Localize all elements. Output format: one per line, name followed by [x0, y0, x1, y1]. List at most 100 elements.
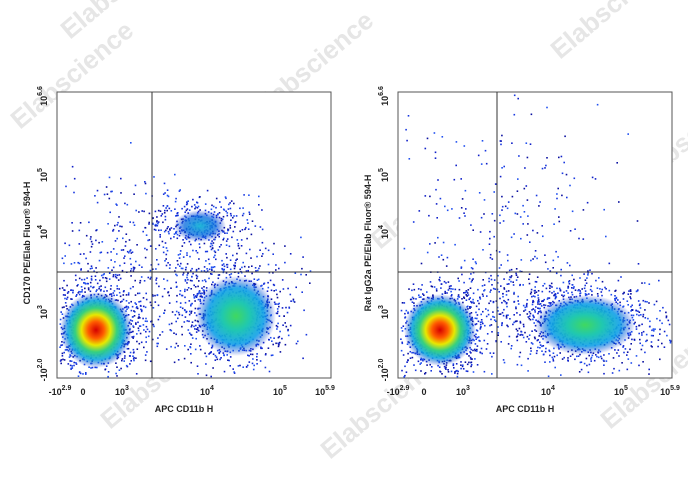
event-dot: [129, 351, 132, 354]
event-dot: [133, 267, 136, 269]
event-dot: [593, 359, 596, 362]
event-dot: [240, 239, 243, 241]
event-dot: [499, 140, 502, 142]
event-dot: [165, 207, 167, 209]
y-tick-label: 106.6: [37, 86, 49, 106]
event-dot: [78, 293, 81, 296]
event-dot: [60, 362, 62, 365]
event-dot: [429, 281, 432, 283]
event-dot: [178, 313, 181, 316]
event-dot: [412, 297, 415, 300]
event-dot: [242, 366, 244, 368]
event-dot: [635, 325, 638, 328]
event-dot: [210, 375, 212, 378]
event-dot: [506, 254, 509, 256]
event-dot: [424, 147, 427, 150]
event-dot: [88, 221, 90, 224]
event-dot: [501, 195, 503, 198]
event-dot: [515, 272, 517, 275]
event-dot: [447, 289, 450, 291]
event-dot: [505, 315, 508, 318]
event-dot: [408, 288, 410, 290]
event-dot: [482, 322, 484, 325]
event-dot: [268, 338, 270, 341]
event-dot: [417, 288, 420, 290]
event-dot: [582, 238, 585, 240]
event-dot: [203, 289, 205, 292]
event-dot: [490, 324, 493, 326]
event-dot: [426, 291, 428, 293]
event-dot: [80, 268, 82, 270]
event-dot: [595, 354, 597, 356]
event-dot: [221, 259, 223, 262]
event-dot: [530, 342, 533, 344]
event-dot: [95, 229, 97, 232]
event-dot: [594, 178, 597, 180]
event-dot: [498, 251, 501, 253]
event-dot: [524, 167, 526, 169]
event-dot: [166, 189, 169, 191]
event-dot: [501, 205, 504, 208]
event-dot: [483, 290, 485, 292]
event-dot: [247, 354, 249, 357]
event-dot: [240, 271, 243, 274]
event-dot: [502, 314, 505, 317]
event-dot: [188, 332, 191, 334]
event-dot: [446, 292, 448, 294]
event-dot: [630, 310, 632, 312]
event-dot: [264, 353, 267, 356]
event-dot: [617, 299, 619, 301]
event-dot: [125, 364, 128, 367]
event-dot: [161, 213, 164, 215]
event-dot: [309, 282, 311, 284]
event-dot: [209, 352, 211, 354]
event-dot: [151, 222, 154, 225]
event-dot: [568, 280, 571, 282]
event-dot: [471, 301, 473, 304]
event-dot: [559, 352, 561, 354]
event-dot: [496, 282, 499, 284]
event-dot: [119, 301, 122, 303]
event-dot: [586, 293, 588, 296]
event-dot: [132, 270, 135, 272]
event-dot: [212, 281, 214, 283]
event-dot: [124, 202, 126, 205]
event-dot: [457, 277, 459, 280]
event-dot: [190, 361, 192, 364]
event-dot: [455, 363, 458, 365]
event-dot: [99, 251, 102, 254]
event-dot: [166, 194, 169, 197]
event-dot: [641, 334, 643, 336]
event-dot: [144, 182, 147, 185]
event-dot: [163, 312, 165, 314]
event-dot: [571, 274, 573, 277]
event-dot: [420, 362, 422, 364]
event-dot: [544, 361, 546, 363]
event-dot: [561, 358, 564, 360]
event-dot: [273, 242, 275, 245]
event-dot: [557, 292, 559, 294]
event-dot: [519, 334, 521, 336]
event-dot: [196, 275, 199, 278]
event-dot: [558, 287, 561, 290]
event-dot: [404, 374, 406, 377]
event-dot: [508, 269, 511, 272]
event-dot: [439, 279, 441, 282]
event-dot: [228, 274, 231, 276]
event-dot: [95, 290, 97, 293]
event-dot: [83, 253, 85, 255]
event-dot: [131, 336, 133, 338]
event-dot: [210, 248, 213, 251]
event-dot: [509, 276, 511, 278]
event-dot: [470, 352, 472, 354]
event-dot: [482, 279, 484, 281]
event-dot: [138, 342, 141, 345]
event-dot: [530, 350, 532, 352]
tick-base: 10: [115, 387, 125, 397]
event-dot: [439, 197, 442, 200]
event-dot: [207, 258, 210, 261]
event-dot: [522, 204, 524, 207]
event-dot: [118, 274, 121, 276]
event-dot: [287, 334, 290, 337]
event-dot: [181, 307, 184, 310]
